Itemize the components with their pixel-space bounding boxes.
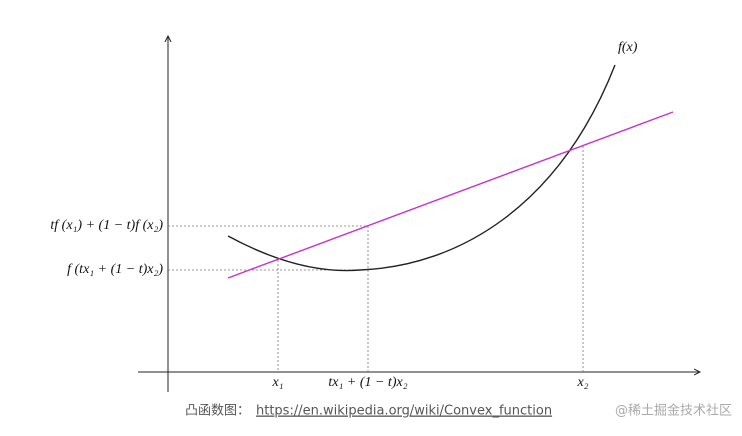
caption-link[interactable]: https://en.wikipedia.org/wiki/Convex_fun… [256, 404, 552, 419]
x-label: tx₁ + (1 − t)x₂ [328, 375, 407, 390]
x-label: x₁ [271, 375, 283, 390]
curve-label: f(x) [618, 40, 638, 55]
x-label: x₂ [576, 375, 588, 390]
caption-prefix: 凸函数图： [185, 404, 250, 419]
y-label: f (tx₁ + (1 − t)x₂) [67, 262, 163, 277]
secant-line [227, 111, 674, 279]
watermark: @稀土掘金技术社区 [615, 403, 732, 419]
convex-curve [227, 64, 616, 272]
y-label: tf (x₁) + (1 − t)f (x₂) [50, 218, 163, 233]
